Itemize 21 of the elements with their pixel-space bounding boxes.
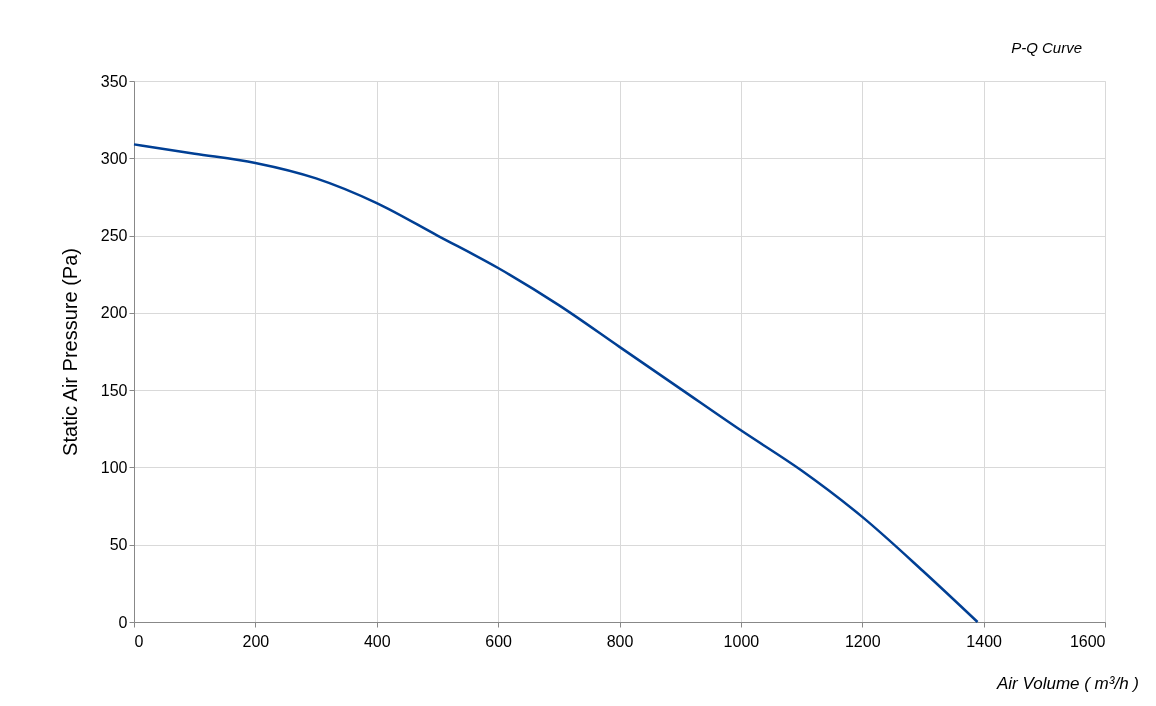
x-axis-title: Air Volume ( m³/h ) <box>995 674 1139 693</box>
line-series <box>132 143 979 624</box>
x-tick-label: 400 <box>363 632 391 650</box>
chart-title: P-Q Curve <box>1011 39 1082 56</box>
x-tick-label: 1600 <box>1069 632 1106 650</box>
y-tick-label: 50 <box>109 536 128 554</box>
x-tick-label: 0 <box>134 632 144 650</box>
y-tick-label: 150 <box>100 381 128 399</box>
x-tick-label: 800 <box>606 632 634 650</box>
y-axis-title: Static Air Pressure (Pa) <box>58 248 81 456</box>
x-tick-label: 1200 <box>844 632 881 650</box>
y-tick-label: 100 <box>100 458 128 476</box>
y-tick-label: 200 <box>100 304 128 322</box>
y-tick-label: 0 <box>118 613 128 631</box>
x-tick-label: 1400 <box>966 632 1003 650</box>
y-tick-label: 250 <box>100 227 128 245</box>
x-tick-label: 1000 <box>723 632 760 650</box>
y-tick-label: 350 <box>100 72 128 90</box>
y-tick-label: 300 <box>100 149 128 167</box>
x-tick-label: 600 <box>485 632 513 650</box>
x-tick-label: 200 <box>242 632 270 650</box>
